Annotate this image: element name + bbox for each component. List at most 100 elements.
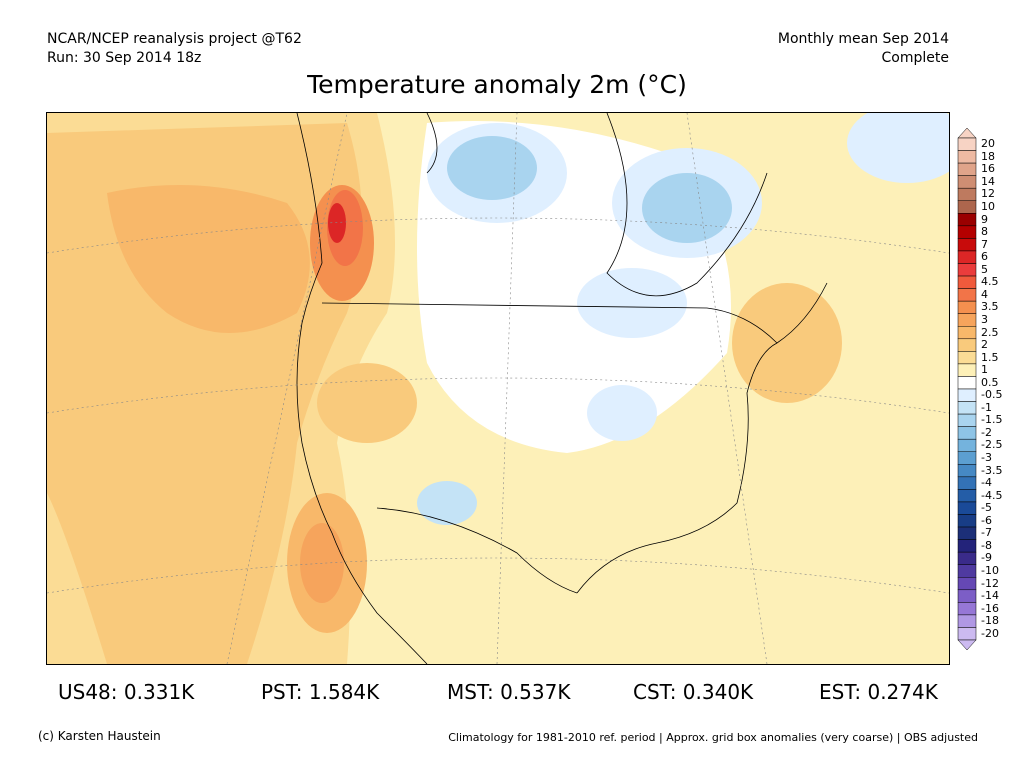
colorbar-tick-label: 7	[981, 237, 988, 251]
colorbar-swatch	[957, 225, 977, 239]
colorbar-swatch	[957, 464, 977, 478]
colorbar-swatch	[957, 288, 977, 302]
colorbar-swatch	[957, 627, 977, 641]
colorbar-tick-label: -10	[981, 563, 999, 577]
colorbar-swatch	[957, 564, 977, 578]
map-title: Temperature anomaly 2m (°C)	[307, 70, 687, 99]
colorbar-swatch	[957, 150, 977, 164]
colorbar-swatch	[957, 351, 977, 365]
colorbar-swatch	[957, 413, 977, 427]
colorbar-tick-label: 6	[981, 250, 988, 264]
colorbar-swatch	[957, 489, 977, 503]
colorbar-tick-label: 9	[981, 212, 988, 226]
colorbar-tick-label: -4	[981, 476, 992, 490]
graticule-line	[47, 217, 949, 254]
colorbar-swatch	[957, 476, 977, 490]
colorbar-tick-label: 20	[981, 137, 995, 151]
colorbar-tick-label: -18	[981, 614, 999, 628]
graticule-line	[47, 557, 949, 594]
graticule-line	[47, 377, 949, 414]
colorbar-swatch	[957, 137, 977, 151]
ontario-cold-anomaly	[577, 268, 687, 338]
colorbar-swatch	[957, 526, 977, 540]
colorbar-swatch	[957, 363, 977, 377]
colorbar-tick-label: 2	[981, 338, 988, 352]
colorbar-tick-label: 12	[981, 187, 995, 201]
colorbar-swatch	[957, 388, 977, 402]
graticule-line	[226, 113, 348, 664]
colorbar-swatch	[957, 313, 977, 327]
anomaly-map	[46, 112, 950, 665]
colorbar-tick-label: 4.5	[981, 275, 999, 289]
colorbar-swatch	[957, 213, 977, 227]
colorbar-tick-label: -20	[981, 626, 999, 640]
colorbar-swatch	[957, 539, 977, 553]
midwest-cold-anomaly	[587, 385, 657, 441]
colorbar-swatch	[957, 501, 977, 515]
model-name: NCAR/NCEP reanalysis project @T62	[47, 31, 302, 47]
colorbar-tick-label: -2	[981, 425, 992, 439]
colorbar-swatch	[957, 451, 977, 465]
colorbar-tick-label: -3.5	[981, 463, 1003, 477]
baja-warm-core	[300, 523, 344, 603]
climatology-note: Climatology for 1981-2010 ref. period | …	[448, 731, 978, 744]
colorbar-tick-label: -4.5	[981, 488, 1003, 502]
colorbar	[957, 127, 977, 651]
copyright: (c) Karsten Haustein	[38, 729, 161, 743]
colorbar-tick-label: -1.5	[981, 413, 1003, 427]
colorbar-tick-label: 1.5	[981, 350, 999, 364]
colorbar-swatch	[957, 250, 977, 264]
colorbar-swatch	[957, 438, 977, 453]
country-boundaries	[296, 113, 828, 664]
colorbar-swatch	[957, 426, 977, 440]
colorbar-tick-label: -2.5	[981, 438, 1003, 452]
colorbar-swatch	[957, 162, 977, 176]
new-mexico-cold-anomaly	[417, 481, 477, 525]
colorbar-tick-label: 14	[981, 174, 995, 188]
colorbar-tick-label: -12	[981, 576, 999, 590]
greenland-cold-anomaly	[847, 113, 949, 183]
period-label: Monthly mean Sep 2014	[777, 31, 949, 47]
hudson-bay-coast	[606, 113, 768, 297]
colorbar-swatch	[957, 376, 977, 390]
colorbar-swatch	[957, 338, 977, 352]
colorbar-tick-label: 10	[981, 200, 995, 214]
colorbar-swatch	[957, 602, 977, 616]
colorbar-tick-label: -8	[981, 538, 992, 552]
stat-mst: MST: 0.537K	[447, 680, 571, 704]
colorbar-tick-label: -7	[981, 526, 992, 540]
colorbar-bottom-arrow	[957, 639, 977, 651]
colorbar-tick-label: 16	[981, 162, 995, 176]
colorbar-swatch	[957, 589, 977, 603]
gulf-of-alaska-warm-anomaly	[107, 185, 310, 333]
colorbar-tick-label: 5	[981, 262, 988, 276]
colorbar-tick-label: -9	[981, 551, 992, 565]
colorbar-tick-label: 2.5	[981, 325, 999, 339]
stat-cst: CST: 0.340K	[633, 680, 754, 704]
arctic-coast	[426, 113, 438, 174]
gulf-atlantic-coastline	[576, 282, 828, 594]
graticule	[47, 113, 949, 664]
colorbar-swatch	[957, 300, 977, 314]
us-canada-border	[321, 302, 778, 344]
colorbar-tick-label: 4	[981, 287, 988, 301]
us-mexico-border	[376, 507, 578, 594]
graticule-line	[496, 113, 518, 664]
great-basin-warm-anomaly	[317, 363, 417, 443]
stat-est: EST: 0.274K	[819, 680, 938, 704]
colorbar-swatch	[957, 614, 977, 628]
colorbar-tick-label: 18	[981, 149, 995, 163]
run-time: Run: 30 Sep 2014 18z	[47, 50, 202, 66]
colorbar-swatch	[957, 200, 977, 214]
colorbar-tick-label: -5	[981, 501, 992, 515]
colorbar-tick-label: -0.5	[981, 388, 1003, 402]
arctic-cold-core	[447, 136, 537, 200]
colorbar-tick-label: -3	[981, 451, 992, 465]
colorbar-top-arrow	[957, 127, 977, 139]
colorbar-swatch	[957, 187, 977, 202]
atlantic-warm-anomaly	[732, 283, 842, 403]
colorbar-swatch	[957, 175, 977, 189]
colorbar-swatch	[957, 238, 977, 252]
colorbar-swatch	[957, 514, 977, 528]
colorbar-swatch	[957, 401, 977, 415]
